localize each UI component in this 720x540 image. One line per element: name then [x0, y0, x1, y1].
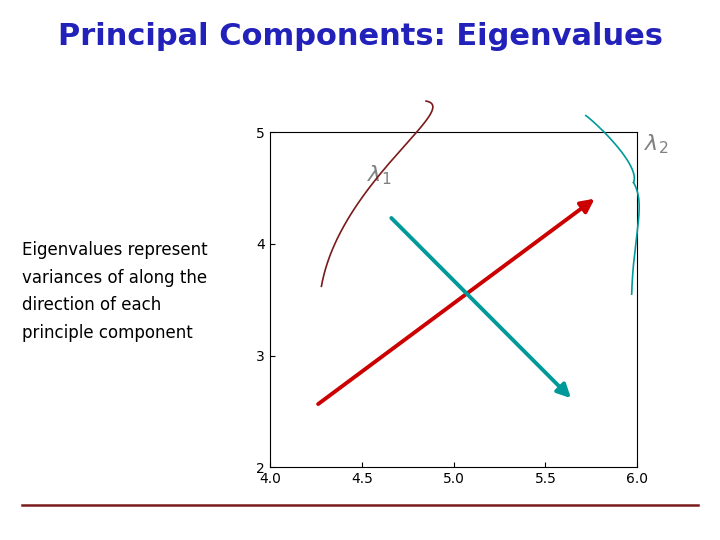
Text: Principal Components: Eigenvalues: Principal Components: Eigenvalues: [58, 22, 662, 51]
Text: Eigenvalues represent
variances of along the
direction of each
principle compone: Eigenvalues represent variances of along…: [22, 241, 207, 342]
Text: $\lambda_2$: $\lambda_2$: [644, 132, 669, 156]
Text: $\lambda_1$: $\lambda_1$: [367, 164, 392, 187]
